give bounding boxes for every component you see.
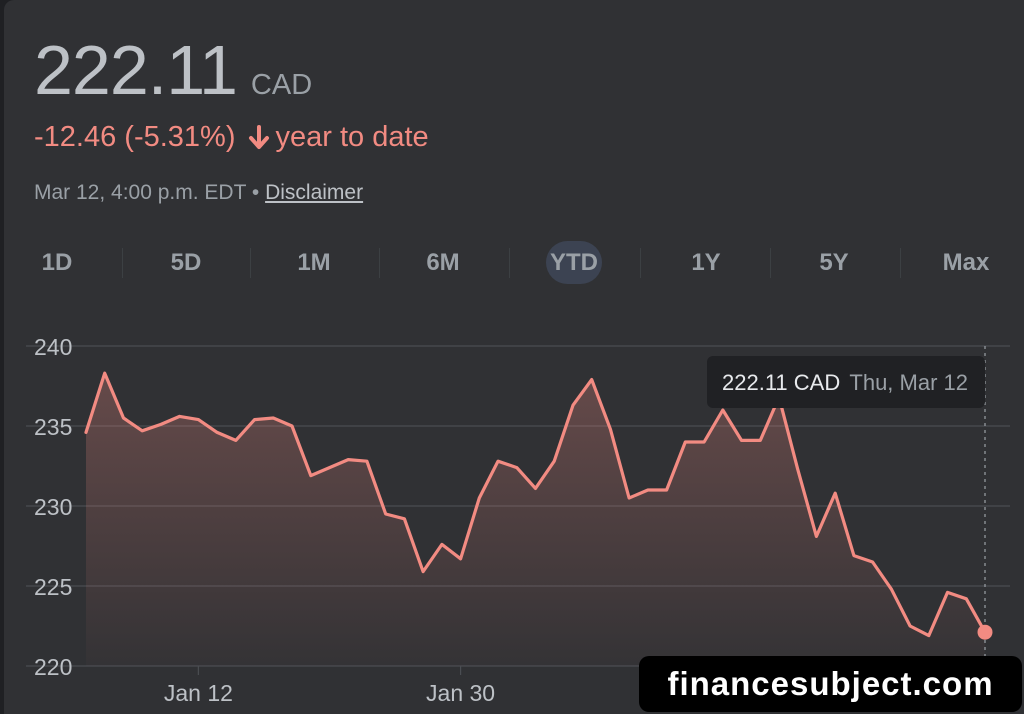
range-divider <box>640 248 641 278</box>
disclaimer-link[interactable]: Disclaimer <box>265 181 364 204</box>
y-tick-label: 230 <box>34 494 72 520</box>
x-tick-label: Jan 30 <box>426 680 495 706</box>
timestamp: Mar 12, 4:00 p.m. EDT <box>34 181 247 204</box>
change-value: -12.46 (-5.31%) <box>34 121 236 153</box>
range-divider <box>250 248 251 278</box>
change-period: year to date <box>275 121 429 153</box>
range-divider <box>509 248 510 278</box>
range-divider <box>900 248 901 278</box>
price-line <box>84 371 987 638</box>
range-divider <box>122 248 123 278</box>
range-tab-5d[interactable]: 5D <box>136 240 236 286</box>
price-area <box>86 373 985 666</box>
range-tab-1y[interactable]: 1Y <box>656 240 756 286</box>
range-tab-ytd[interactable]: YTD <box>524 240 624 286</box>
range-divider <box>379 248 380 278</box>
range-tab-label: 5Y <box>819 249 849 276</box>
range-tab-1m[interactable]: 1M <box>264 240 364 286</box>
range-divider <box>770 248 771 278</box>
range-tab-label: 6M <box>426 249 460 276</box>
y-tick-label: 220 <box>34 654 72 680</box>
range-selector: 1D 5D 1M 6M YTD 1Y 5Y Max <box>0 240 1024 286</box>
arrow-down-icon <box>248 124 269 149</box>
y-tick-label: 235 <box>34 414 72 440</box>
separator-dot: • <box>251 181 260 204</box>
price-currency: CAD <box>250 69 313 101</box>
price-value: 222.11 <box>34 31 238 109</box>
range-tab-label: YTD <box>546 241 602 284</box>
tooltip-date: Thu, Mar 12 <box>849 370 968 395</box>
range-tab-label: Max <box>942 249 990 276</box>
range-tab-label: 1M <box>297 249 331 276</box>
price-header: 222.11 CAD <box>34 30 312 110</box>
watermark: financesubject.com <box>639 656 1022 712</box>
range-tab-label: 1D <box>41 249 73 276</box>
price-change: -12.46 (-5.31%) year to date <box>34 121 429 154</box>
range-tab-label: 1Y <box>691 249 721 276</box>
tooltip-value: 222.11 CAD <box>722 370 840 395</box>
range-tab-label: 5D <box>170 249 202 276</box>
range-tab-5y[interactable]: 5Y <box>784 240 884 286</box>
range-tab-1d[interactable]: 1D <box>7 240 107 286</box>
range-tab-6m[interactable]: 6M <box>393 240 493 286</box>
y-tick-label: 225 <box>34 574 72 600</box>
y-tick-label: 240 <box>34 334 72 360</box>
endpoint-dot <box>977 624 993 640</box>
quote-meta: Mar 12, 4:00 p.m. EDT • Disclaimer <box>34 181 363 205</box>
range-tab-max[interactable]: Max <box>916 240 1016 286</box>
x-tick-label: Jan 12 <box>164 680 233 706</box>
tooltip-box <box>707 356 985 408</box>
